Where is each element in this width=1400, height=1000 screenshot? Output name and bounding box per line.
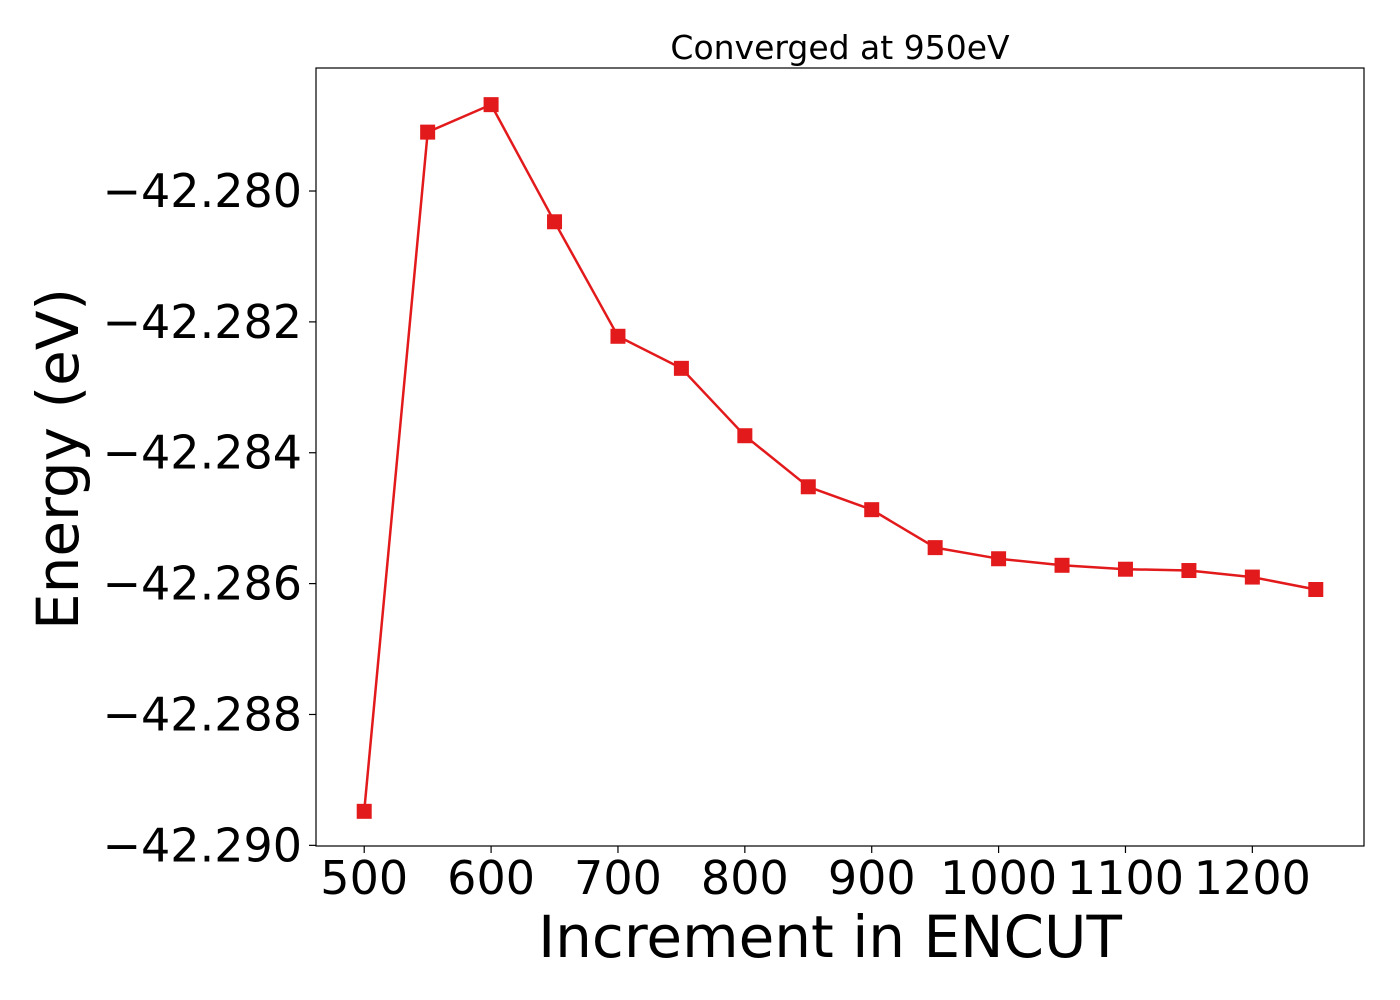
data-point-marker (1308, 582, 1324, 598)
chart-title: Converged at 950eV (670, 28, 1010, 67)
x-tick-label: 1100 (1067, 851, 1184, 905)
x-axis-title: Increment in ENCUT (538, 903, 1122, 971)
data-point-marker (483, 97, 499, 113)
y-tick-label: −42.286 (103, 557, 303, 611)
x-tick-label: 800 (701, 851, 789, 905)
data-point-marker (610, 328, 626, 344)
data-point-marker (673, 360, 689, 376)
x-tick-label: 600 (447, 851, 535, 905)
x-tick-label: 500 (320, 851, 408, 905)
y-tick-label: −42.280 (103, 164, 303, 218)
data-point-marker (356, 803, 372, 819)
y-axis: −42.290 −42.288 −42.286 −42.284 −42.282 −42.2… (103, 164, 316, 872)
data-point-marker (420, 124, 436, 140)
x-tick-label: 700 (574, 851, 662, 905)
plot-area-frame (315, 67, 1365, 847)
x-tick-label: 1200 (1194, 851, 1311, 905)
y-tick-label: −42.288 (103, 687, 303, 741)
series-layer (356, 97, 1324, 819)
data-point-marker (991, 551, 1007, 567)
x-tick-label: 1000 (940, 851, 1057, 905)
x-axis: 500 600 700 800 900 1000 1100 1200 (320, 846, 1311, 905)
y-tick-label: −42.290 (103, 818, 303, 872)
data-point-marker (1117, 561, 1133, 577)
x-tick-label: 900 (828, 851, 916, 905)
data-point-marker (1054, 557, 1070, 573)
series-line (362, 103, 1317, 812)
y-tick-label: −42.284 (103, 426, 303, 480)
data-point-marker (864, 502, 880, 518)
data-point-marker (1244, 569, 1260, 585)
y-tick-label: −42.282 (103, 295, 303, 349)
data-point-marker (927, 540, 943, 556)
data-point-marker (1181, 563, 1197, 579)
data-point-marker (800, 479, 816, 495)
data-point-marker (737, 428, 753, 444)
y-axis-title: Energy (eV) (24, 288, 92, 630)
data-point-marker (547, 214, 563, 230)
